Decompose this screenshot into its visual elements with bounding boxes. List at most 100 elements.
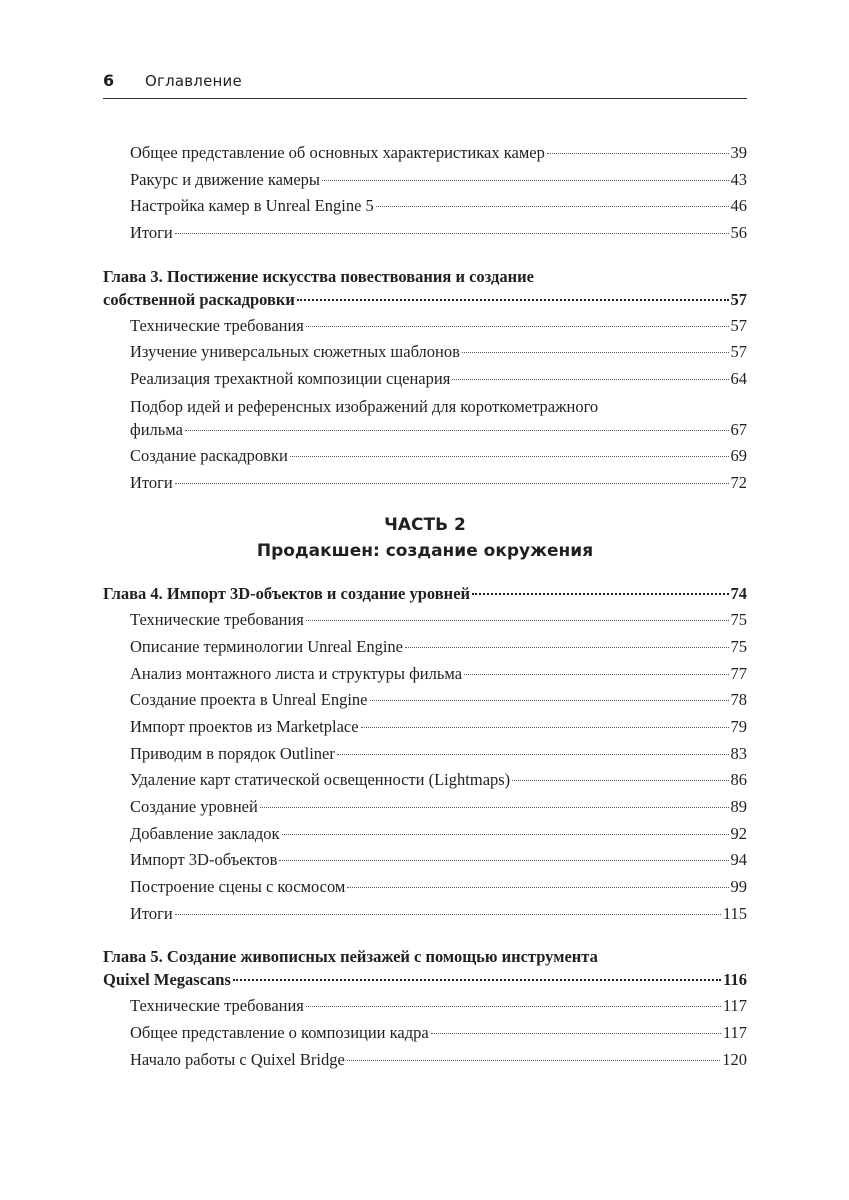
toc-entry[interactable]: Приводим в порядок Outliner 83 <box>103 741 747 768</box>
entry-title: Ракурс и движение камеры <box>130 169 321 189</box>
entry-title: Подбор идей и референсных изображений дл… <box>130 396 599 416</box>
toc-entry[interactable]: Технические требования 117 <box>103 993 747 1020</box>
dot-leader <box>281 833 729 835</box>
entry-line: Итоги 72 <box>103 470 747 497</box>
entry-page-number: 89 <box>730 797 748 816</box>
dot-leader <box>184 429 729 431</box>
entry-page-number: 77 <box>730 663 748 683</box>
dot-leader <box>322 179 729 181</box>
dot-leader <box>174 482 729 484</box>
entry-title: Глава 4. Импорт 3D-объектов и создание у… <box>103 584 471 604</box>
entry-line: собственной раскадровки 57 <box>103 288 747 311</box>
entry-page-number: 78 <box>730 690 748 710</box>
dot-leader <box>464 673 729 675</box>
entry-title: Создание раскадровки <box>130 445 288 465</box>
entry-line: Реализация трехактной композиции сценари… <box>103 366 747 393</box>
entry-title: Импорт 3D-объектов <box>130 850 278 870</box>
entry-page-number: 69 <box>730 445 748 465</box>
entry-line: Глава 4. Импорт 3D-объектов и создание у… <box>103 582 747 605</box>
entry-page-number: 75 <box>730 610 748 630</box>
spacer <box>103 247 747 265</box>
entry-title: Добавление закладок <box>130 823 280 843</box>
dot-leader <box>405 646 729 648</box>
entry-page-number: 79 <box>730 716 748 736</box>
entry-page-number: 116 <box>723 970 747 990</box>
entry-title: Итоги <box>130 223 173 243</box>
entry-title: Описание терминологии Unreal Engine <box>130 636 403 656</box>
dot-leader <box>296 298 729 301</box>
toc-entry[interactable]: Начало работы с Quixel Bridge 120 <box>103 1047 747 1074</box>
dot-leader <box>346 1059 721 1061</box>
entry-line: Импорт 3D-объектов 94 <box>103 847 747 874</box>
entry-title: Общее представление о композиции кадра <box>130 1023 429 1043</box>
toc-entry[interactable]: Добавление закладок 92 <box>103 821 747 848</box>
entry-line: Описание терминологии Unreal Engine 75 <box>103 634 747 661</box>
chapter-entry[interactable]: Глава 5. Создание живописных пейзажей с … <box>103 945 747 991</box>
dot-leader <box>305 325 729 327</box>
toc-entry[interactable]: Описание терминологии Unreal Engine 75 <box>103 634 747 661</box>
toc-entry[interactable]: Изучение универсальных сюжетных шаблонов… <box>103 339 747 366</box>
entry-title: собственной раскадровки <box>103 289 295 309</box>
dot-leader <box>232 979 722 982</box>
entry-line: Создание проекта в Unreal Engine 78 <box>103 687 747 714</box>
entry-line: Настройка камер в Unreal Engine 5 46 <box>103 193 747 220</box>
entry-title: Создание проекта в Unreal Engine <box>130 690 368 710</box>
entry-line: Импорт проектов из Marketplace 79 <box>103 714 747 741</box>
entry-line: Удаление карт статической освещенности (… <box>103 767 747 794</box>
toc-entry[interactable]: Общее представление об основных характер… <box>103 140 747 167</box>
toc-entry[interactable]: Ракурс и движение камеры 43 <box>103 167 747 194</box>
entry-title: Технические требования <box>130 610 304 630</box>
entry-line: Технические требования 75 <box>103 607 747 634</box>
entry-line: Построение сцены с космосом 99 <box>103 874 747 901</box>
toc-entry[interactable]: Подбор идей и референсных изображений дл… <box>103 393 747 443</box>
chapter-entry[interactable]: Глава 4. Импорт 3D-объектов и создание у… <box>103 582 747 605</box>
spacer <box>103 927 747 945</box>
entry-page-number: 99 <box>730 877 748 897</box>
dot-leader <box>430 1033 721 1035</box>
toc-entry[interactable]: Итоги 72 <box>103 470 747 497</box>
dot-leader <box>174 233 729 235</box>
toc-entry[interactable]: Технические требования 57 <box>103 313 747 340</box>
toc-entry[interactable]: Создание раскадровки 69 <box>103 443 747 470</box>
entry-title: Создание уровней <box>130 797 258 816</box>
toc-entry[interactable]: Итоги 56 <box>103 220 747 247</box>
toc-entry[interactable]: Удаление карт статической освещенности (… <box>103 767 747 794</box>
entry-page-number: 120 <box>722 1049 747 1069</box>
entry-title: Анализ монтажного листа и структуры филь… <box>130 663 463 683</box>
entry-page-number: 57 <box>730 342 748 362</box>
toc-entry[interactable]: Итоги 115 <box>103 901 747 928</box>
toc-entry[interactable]: Создание проекта в Unreal Engine 78 <box>103 687 747 714</box>
entry-line: Общее представление об основных характер… <box>103 140 747 167</box>
header-title: Оглавление <box>145 72 242 90</box>
toc-entry[interactable]: Создание уровней 89 <box>103 794 747 821</box>
toc-entry[interactable]: Технические требования 75 <box>103 607 747 634</box>
entry-title: Реализация трехактной композиции сценари… <box>130 369 451 389</box>
entry-title: Импорт проектов из Marketplace <box>130 716 359 736</box>
dot-leader <box>174 913 721 915</box>
entry-title: Начало работы с Quixel Bridge <box>130 1049 345 1069</box>
entry-page-number: 39 <box>730 143 748 162</box>
entry-page-number: 43 <box>730 169 748 189</box>
toc-entry[interactable]: Настройка камер в Unreal Engine 5 46 <box>103 193 747 220</box>
chapter-entry[interactable]: Глава 3. Постижение искусства повествова… <box>103 265 747 311</box>
spacer <box>103 564 747 582</box>
entry-page-number: 117 <box>722 1023 747 1043</box>
toc-entry[interactable]: Построение сцены с космосом 99 <box>103 874 747 901</box>
entry-title: Итоги <box>130 472 173 492</box>
toc-entry[interactable]: Общее представление о композиции кадра 11… <box>103 1020 747 1047</box>
toc-entry[interactable]: Импорт проектов из Marketplace 79 <box>103 714 747 741</box>
entry-line: Технические требования 117 <box>103 993 747 1020</box>
dot-leader <box>375 206 729 208</box>
entry-page-number: 57 <box>730 289 748 309</box>
entry-line: Создание раскадровки 69 <box>103 443 747 470</box>
entry-page-number: 72 <box>730 472 748 492</box>
spacer <box>103 496 747 512</box>
entry-line: Анализ монтажного листа и структуры филь… <box>103 661 747 688</box>
dot-leader <box>259 807 729 808</box>
page-number: 6 <box>103 71 115 90</box>
toc-entry[interactable]: Импорт 3D-объектов 94 <box>103 847 747 874</box>
toc-entry[interactable]: Анализ монтажного листа и структуры филь… <box>103 661 747 688</box>
entry-page-number: 86 <box>730 770 748 790</box>
toc-entry[interactable]: Реализация трехактной композиции сценари… <box>103 366 747 393</box>
entry-title: Настройка камер в Unreal Engine 5 <box>130 196 374 216</box>
